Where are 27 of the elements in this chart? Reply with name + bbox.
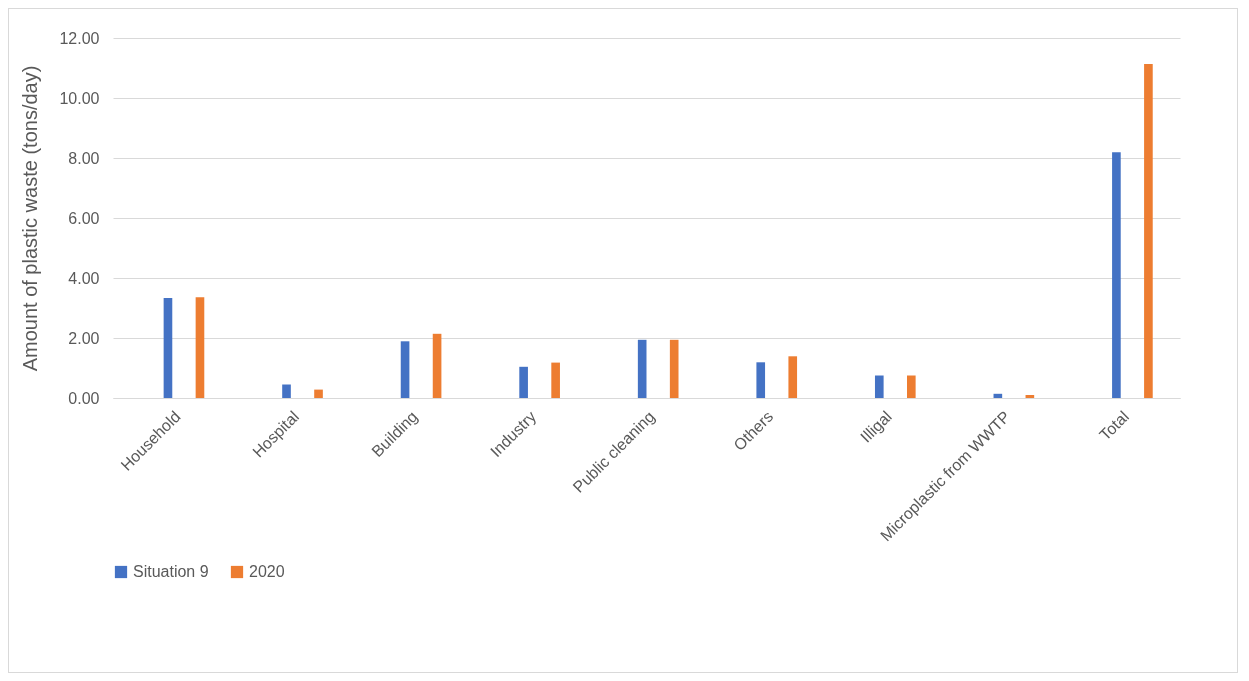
bar <box>788 356 798 398</box>
y-tick-label: 6.00 <box>68 209 100 227</box>
bar <box>519 366 528 398</box>
bar <box>551 362 560 398</box>
bar <box>669 339 679 398</box>
bar <box>1025 395 1035 398</box>
bar <box>432 333 442 398</box>
bar <box>1112 152 1121 398</box>
bar <box>400 341 410 398</box>
bar <box>195 297 205 398</box>
y-axis-title: Amount of plastic waste (tons/day) <box>19 65 42 372</box>
bar <box>314 389 323 398</box>
bar <box>756 362 766 398</box>
bar <box>163 298 173 398</box>
y-tick-label: 10.00 <box>59 89 100 107</box>
y-tick-label: 0.00 <box>68 389 100 407</box>
y-tick-label: 12.00 <box>59 29 100 47</box>
bar <box>282 384 291 398</box>
y-tick-label: 2.00 <box>68 329 100 347</box>
y-tick-label: 8.00 <box>68 149 100 167</box>
bar <box>906 375 916 398</box>
legend-label: 2020 <box>249 563 285 580</box>
bar <box>637 339 647 398</box>
y-tick-label: 4.00 <box>68 269 100 287</box>
bar <box>1144 64 1153 398</box>
bar <box>874 375 884 398</box>
legend-label: Situation 9 <box>133 563 209 580</box>
